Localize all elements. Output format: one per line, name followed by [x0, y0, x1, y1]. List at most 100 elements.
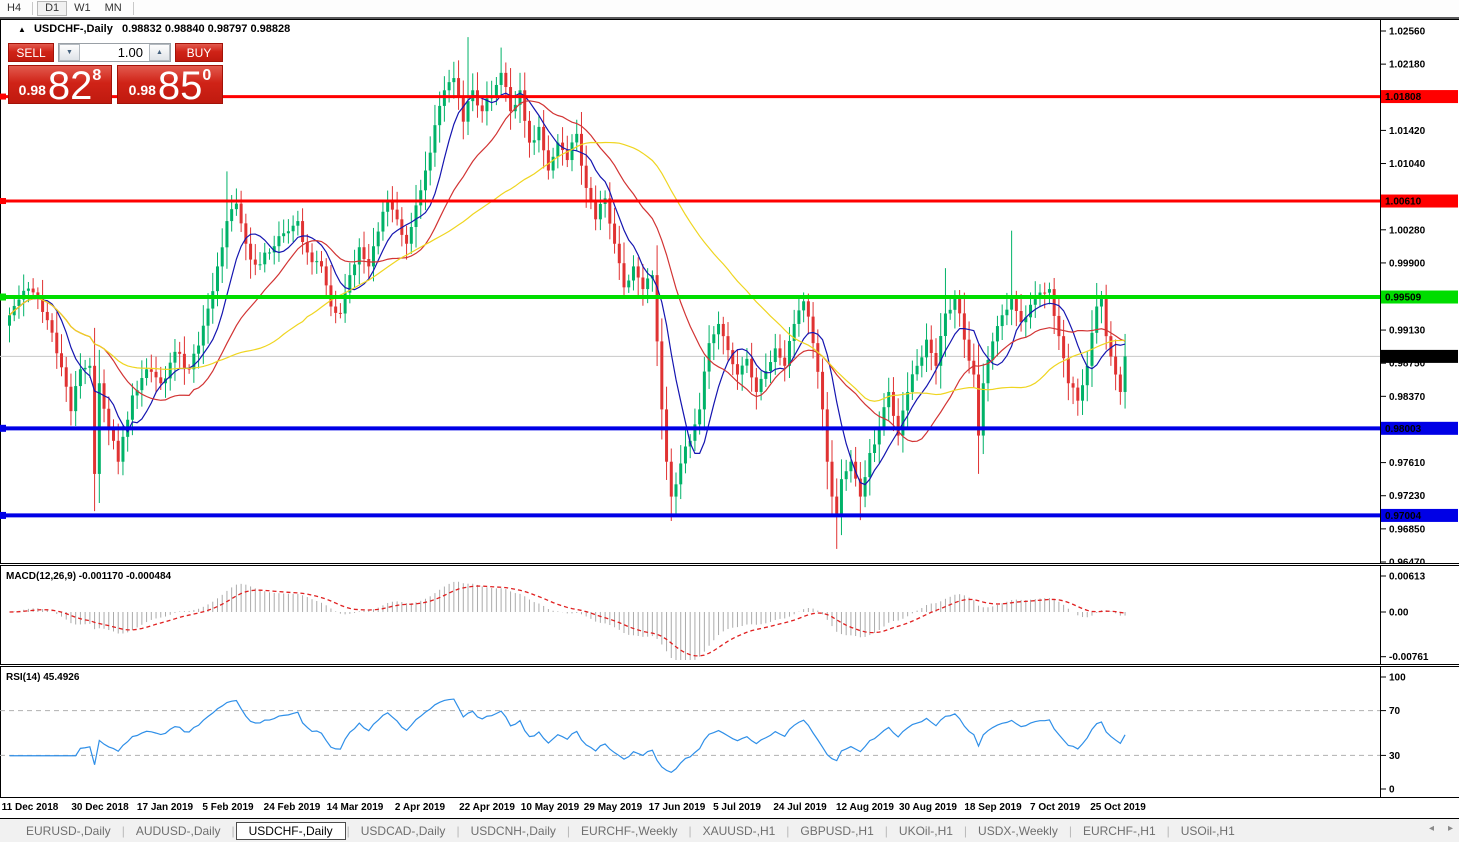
- price-axis[interactable]: 1.02560 1.02180 1.01420 1.01040 1.00280 0.999…: [1380, 19, 1458, 563]
- date-tick-label: 30 Dec 2018: [71, 802, 129, 813]
- rsi-indicator-panel[interactable]: 100 70 30 0 RSI(14) 45.4926: [0, 667, 1459, 797]
- date-tick-label: 17 Jan 2019: [136, 802, 194, 813]
- scroll-right-icon[interactable]: ▸: [1447, 823, 1453, 834]
- chevron-down-icon: ▼: [66, 49, 73, 56]
- svg-text:1.00610: 1.00610: [1385, 197, 1422, 208]
- rsi-axis[interactable]: 100 70 30 0: [1380, 667, 1406, 797]
- sell-button[interactable]: SELL: [8, 43, 54, 62]
- bid-price-big-digits: 82: [47, 64, 93, 108]
- date-tick-label: 5 Feb 2019: [202, 802, 254, 813]
- chart-bottom-border: [0, 797, 1459, 798]
- svg-text:0.98750: 0.98750: [1389, 359, 1426, 370]
- svg-text:1.01808: 1.01808: [1385, 92, 1422, 103]
- svg-text:0.96850: 0.96850: [1389, 524, 1426, 535]
- chart-title: ▲ USDCHF-,Daily 0.98832 0.98840 0.98797 …: [18, 23, 290, 35]
- bid-price-pipette: 8: [92, 67, 102, 84]
- chart-tab-eurchf[interactable]: EURCHF-,H1: [1082, 823, 1156, 838]
- tab-divider: |: [884, 823, 888, 838]
- tab-divider: |: [121, 823, 125, 838]
- tab-scroll-arrows: ◂ ▸: [1415, 823, 1453, 834]
- tab-divider: |: [963, 823, 968, 838]
- svg-text:70: 70: [1389, 706, 1401, 717]
- one-click-trade-panel: SELL ▼ 1.00 ▲ BUY 0.98 82 8 0.98 85 0: [8, 43, 223, 108]
- level-line-start-marker: [0, 198, 6, 205]
- date-tick-label: 24 Feb 2019: [263, 802, 321, 813]
- chart-tab-xauusd[interactable]: XAUUSD-,H1: [702, 823, 776, 838]
- scroll-left-icon[interactable]: ◂: [1428, 823, 1434, 834]
- tab-divider: |: [1166, 823, 1170, 838]
- tab-divider: |: [786, 823, 790, 838]
- svg-text:0.99509: 0.99509: [1385, 293, 1422, 304]
- date-tick-label: 2 Apr 2019: [394, 802, 446, 813]
- svg-text:100: 100: [1389, 673, 1406, 684]
- bid-price-prefix: 0.98: [18, 82, 46, 98]
- chart-tab-eurchf[interactable]: EURCHF-,Weekly: [581, 823, 678, 838]
- chart-tab-bar: EURUSD-,Daily | AUDUSD-,Daily | USDCHF-,Dail…: [0, 819, 1459, 842]
- ask-price-tile[interactable]: 0.98 85 0: [117, 64, 223, 108]
- date-tick-label: 11 Dec 2018: [1, 802, 59, 813]
- level-line-start-marker: [0, 511, 6, 519]
- chart-tab-gbpusd[interactable]: GBPUSD-,H1: [800, 823, 874, 838]
- macd-histogram: [13, 581, 1126, 660]
- chart-symbol-label: USDCHF-,Daily: [33, 23, 113, 35]
- chart-tab-usoil[interactable]: USOil-,H1: [1180, 823, 1235, 838]
- macd-indicator-panel[interactable]: 0.00613 0.00 -0.00761 MACD(12,26,9) -0.0011…: [0, 566, 1459, 664]
- toolbar-divider: [132, 2, 134, 15]
- axis-price-tag: [1381, 90, 1458, 104]
- volume-value[interactable]: 1.00: [117, 45, 143, 60]
- svg-text:0.98003: 0.98003: [1385, 424, 1422, 435]
- chart-tab-ukoil[interactable]: UKOil-,H1: [898, 823, 953, 838]
- date-axis[interactable]: 11 Dec 2018 30 Dec 2018 17 Jan 2019 5 Feb 2…: [0, 798, 1459, 818]
- bid-price-tile[interactable]: 0.98 82 8: [8, 64, 112, 108]
- axis-price-tag: [1381, 194, 1458, 208]
- svg-text:1.02180: 1.02180: [1389, 60, 1426, 71]
- timeframe-button-d1[interactable]: D1: [37, 1, 68, 16]
- moving-average-line: [9, 141, 1126, 402]
- panel-splitter[interactable]: [0, 664, 1459, 667]
- svg-text:-0.00761: -0.00761: [1389, 652, 1429, 663]
- chart-tab-eurusd[interactable]: EURUSD-,Daily: [26, 823, 111, 838]
- volume-stepper[interactable]: ▼ 1.00 ▲: [58, 43, 171, 62]
- chart-tab-usdx[interactable]: USDX-,Weekly: [978, 823, 1058, 838]
- date-tick-label: 12 Aug 2019: [836, 802, 894, 813]
- toolbar-divider: [32, 2, 34, 15]
- volume-decrease-button[interactable]: ▼: [59, 44, 80, 61]
- panel-splitter[interactable]: [0, 563, 1459, 566]
- chart-tab-audusd[interactable]: AUDUSD-,Daily: [135, 823, 221, 838]
- tabbar-top-border: [0, 818, 1459, 819]
- date-tick-label: 25 Oct 2019: [1090, 802, 1146, 813]
- chart-ohlc-values: 0.98832 0.98840 0.98797 0.98828: [122, 23, 291, 35]
- macd-label: MACD(12,26,9) -0.001170 -0.000484: [6, 571, 172, 582]
- tab-divider: |: [231, 823, 235, 838]
- svg-text:0.99130: 0.99130: [1389, 326, 1426, 337]
- svg-text:0.97230: 0.97230: [1389, 491, 1426, 502]
- macd-signal-line: [9, 585, 1126, 657]
- tab-divider: |: [688, 823, 692, 838]
- moving-average-line: [9, 100, 1126, 443]
- date-tick-label: 30 Aug 2019: [899, 802, 957, 813]
- timeframe-button-mn[interactable]: MN: [104, 2, 122, 14]
- timeframe-button-h4[interactable]: H4: [7, 2, 22, 14]
- macd-axis[interactable]: 0.00613 0.00 -0.00761: [1380, 566, 1429, 664]
- timeframe-button-w1[interactable]: W1: [74, 2, 91, 14]
- volume-increase-button[interactable]: ▲: [149, 44, 170, 61]
- chart-tab-usdcad[interactable]: USDCAD-,Daily: [360, 823, 446, 838]
- timeframe-toolbar: H4 D1 W1 MN: [0, 0, 1459, 19]
- tab-divider: |: [456, 823, 460, 838]
- svg-text:0.98828: 0.98828: [1385, 352, 1422, 363]
- axis-price-tag: [1381, 421, 1458, 435]
- svg-text:0.97004: 0.97004: [1385, 511, 1422, 522]
- rsi-line: [9, 698, 1126, 773]
- rsi-label: RSI(14) 45.4926: [6, 672, 80, 683]
- date-tick-label: 24 Jul 2019: [773, 802, 827, 813]
- date-tick-label: 17 Jun 2019: [648, 802, 706, 813]
- ask-price-big-digits: 85: [157, 64, 203, 108]
- svg-text:0.00613: 0.00613: [1389, 572, 1426, 583]
- ask-price-pipette: 0: [202, 67, 212, 84]
- buy-button[interactable]: BUY: [175, 43, 223, 62]
- svg-text:0.99900: 0.99900: [1389, 258, 1426, 269]
- chart-tab-usdcnh[interactable]: USDCNH-,Daily: [470, 823, 556, 838]
- svg-text:1.01420: 1.01420: [1389, 126, 1426, 137]
- main-price-chart[interactable]: 1.02560 1.02180 1.01420 1.01040 1.00280 0.999…: [0, 19, 1459, 563]
- chart-tab-usdchf[interactable]: USDCHF-,Daily: [235, 821, 346, 840]
